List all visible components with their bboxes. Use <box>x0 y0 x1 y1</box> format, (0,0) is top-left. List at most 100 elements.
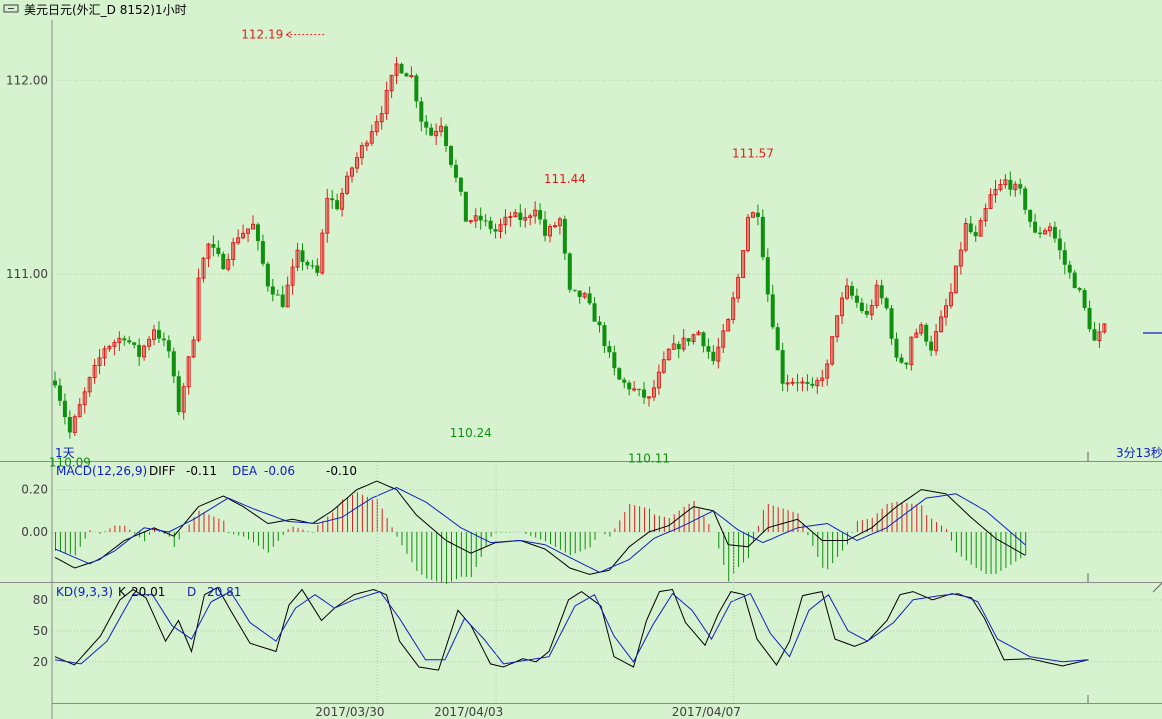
candle-body <box>845 285 849 299</box>
kd-k-label: K <box>118 585 127 599</box>
candle-body <box>350 167 354 177</box>
annotation-label: 110.09 <box>49 455 91 469</box>
candle-body <box>765 257 770 295</box>
grid-lines <box>53 79 1162 663</box>
candle-body <box>488 220 493 230</box>
candle-body <box>523 217 528 221</box>
macd-legend-name: MACD(12,26,9) <box>56 464 147 478</box>
candle-body <box>191 339 196 358</box>
candle-body <box>919 324 924 334</box>
candle-body <box>790 381 795 384</box>
candle-body <box>498 224 503 232</box>
candle-body <box>221 253 226 270</box>
candle-body <box>622 379 627 383</box>
candle-body <box>854 295 859 303</box>
candle-body <box>760 216 765 258</box>
candle-body <box>924 324 929 342</box>
candle-body <box>483 220 488 222</box>
x-axis: 2017/03/30 2017/04/03 2017/04/07 <box>315 462 741 719</box>
candle-body <box>429 127 434 136</box>
candle-body <box>87 377 92 393</box>
candle-body <box>92 364 97 379</box>
candle-body <box>755 212 760 217</box>
candle-body <box>171 351 176 377</box>
candle-body <box>642 389 647 398</box>
candle-body <box>993 188 998 196</box>
candle-body <box>1047 226 1052 232</box>
candle-body <box>112 342 117 347</box>
candle-body <box>404 73 409 77</box>
candle-body <box>552 225 557 228</box>
date-tick-label: 2017/03/30 <box>315 705 384 719</box>
candle-body <box>651 387 656 398</box>
candle-body <box>572 289 577 291</box>
candle-body <box>463 191 468 222</box>
candle-body <box>612 352 617 369</box>
countdown-timer: 3分13秒 <box>1116 446 1162 460</box>
candle-body <box>127 340 132 343</box>
candle-body <box>731 297 736 321</box>
candle-body <box>948 292 953 307</box>
candle-body <box>117 337 122 344</box>
macd-diff-value: -0.11 <box>186 464 217 478</box>
macd-diff-label: DIFF <box>149 464 176 478</box>
candle-body <box>152 329 156 340</box>
candle-body <box>354 157 359 169</box>
candle-body <box>226 259 231 270</box>
candle-body <box>750 212 755 218</box>
resize-handle-icon[interactable] <box>1152 582 1162 593</box>
candle-body <box>236 237 241 244</box>
candle-body <box>706 346 711 352</box>
candle-body <box>627 382 632 390</box>
candle-body <box>721 330 726 348</box>
candle-body <box>691 334 696 343</box>
candle-body <box>988 194 993 210</box>
kd-legend-name: KD(9,3,3) <box>56 585 113 599</box>
candle-body <box>72 416 77 433</box>
link-icon[interactable] <box>3 4 19 13</box>
candle-body <box>632 388 637 391</box>
candle-body <box>548 226 552 237</box>
candle-body <box>132 342 137 345</box>
date-tick-label: 2017/04/03 <box>434 705 503 719</box>
candle-body <box>216 247 221 254</box>
candle-body <box>359 145 364 159</box>
candle-body <box>67 417 72 433</box>
kd-series <box>54 586 1089 671</box>
candle-body <box>820 377 825 381</box>
candle-body <box>201 257 206 279</box>
candle-body <box>251 223 255 230</box>
candle-body <box>1092 329 1097 341</box>
candle-body <box>255 224 260 242</box>
candle-body <box>983 208 988 222</box>
annotation-arrow-head <box>285 31 292 39</box>
candle-body <box>176 376 181 413</box>
candle-body <box>879 285 884 299</box>
macd-dea-line <box>54 486 1026 573</box>
candle-body <box>686 338 691 342</box>
candle-body <box>770 294 775 328</box>
candle-body <box>958 249 963 267</box>
candle-body <box>978 220 983 237</box>
candle-body <box>419 101 424 122</box>
candle-body <box>800 381 805 384</box>
kd-d-value: 20.81 <box>207 585 241 599</box>
candle-body <box>597 321 602 326</box>
kd-tick-label: 50 <box>33 624 48 638</box>
candle-body <box>567 253 572 290</box>
candle-body <box>934 331 939 352</box>
candle-body <box>102 348 107 359</box>
candle-body <box>1097 331 1102 342</box>
candle-body <box>97 357 102 366</box>
candle-body <box>142 345 147 358</box>
macd-series <box>54 480 1027 584</box>
candle-body <box>939 316 944 333</box>
annotation-label: 111.57 <box>732 147 774 161</box>
candle-body <box>424 121 429 128</box>
candle-body <box>543 219 548 236</box>
y-axis: 112.00 111.00 0.20 0.00 80 50 20 <box>6 73 48 668</box>
candle-body <box>453 164 458 178</box>
candle-body <box>137 344 142 357</box>
candle-body <box>310 265 315 267</box>
candle-body <box>147 338 152 347</box>
